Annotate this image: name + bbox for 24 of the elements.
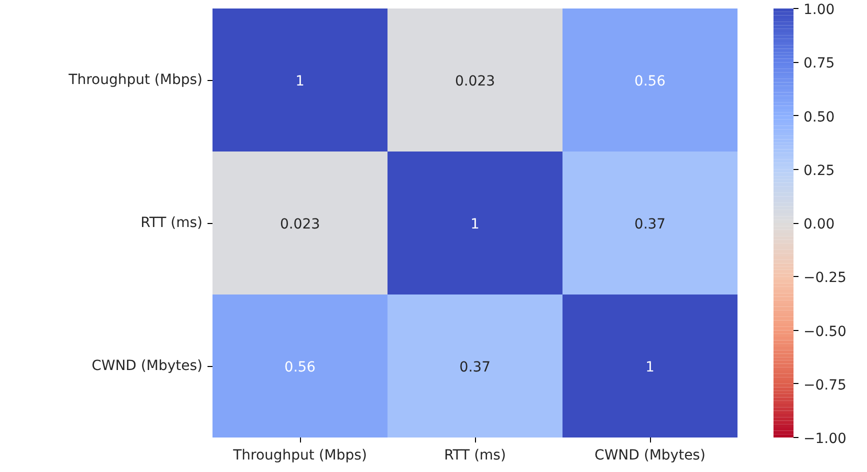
color-bar-label: 0.75: [804, 56, 835, 72]
x-tick-label: CWND (Mbytes): [594, 448, 706, 464]
color-bar-label: −0.75: [804, 377, 846, 394]
data-label: 0.56: [634, 74, 666, 90]
color-bar-label: 0.25: [804, 162, 835, 179]
color-bar-label: 0.00: [804, 216, 835, 232]
y-tick-label: Throughput (Mbps): [68, 72, 203, 88]
color-bar-label: −0.50: [804, 324, 846, 340]
data-label: 1: [296, 74, 304, 90]
data-label: 0.023: [454, 74, 496, 90]
x-tick-label: RTT (ms): [444, 448, 506, 464]
data-label: 0.56: [284, 360, 316, 376]
y-tick-label: CWND (Mbytes): [92, 358, 203, 374]
color-bar-label: −0.25: [804, 270, 846, 286]
data-label: 1: [646, 360, 654, 376]
y-tick-label: RTT (ms): [140, 215, 203, 231]
data-label: 0.023: [280, 216, 320, 232]
data-label: 0.37: [634, 216, 666, 232]
x-tick-label: Throughput (Mbps): [232, 448, 367, 464]
data-label: 1: [470, 216, 480, 232]
data-label: 0.37: [459, 360, 491, 376]
color-bar-label: −1.00: [804, 431, 846, 447]
color-bar-label: 1.00: [804, 2, 835, 18]
color-bar-label: 0.50: [804, 109, 835, 126]
